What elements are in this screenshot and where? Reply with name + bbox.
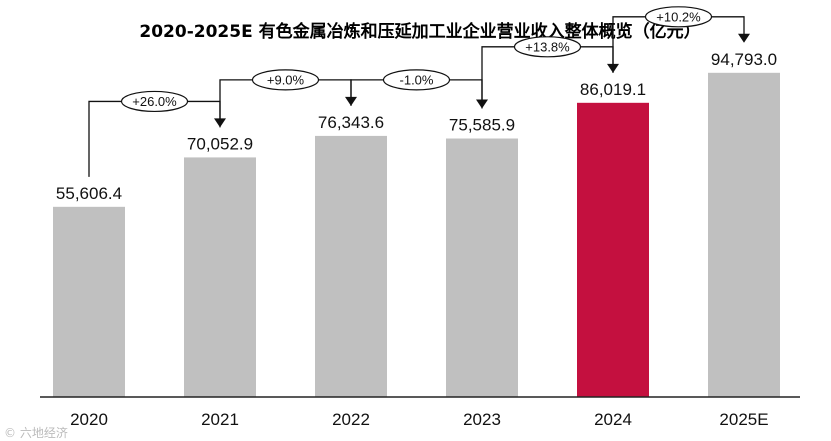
bar-2023 [446,138,518,397]
growth-label-4: +13.8% [525,39,570,54]
x-tick-2020: 2020 [70,410,108,429]
x-tick-2022: 2022 [332,410,370,429]
value-label-2023: 75,585.9 [449,115,515,134]
bar-2024 [577,102,649,398]
growth-badge-2 [251,69,320,91]
x-tick-2021: 2021 [201,410,239,429]
bar-2022 [315,135,387,397]
growth-label-3: -1.0% [400,72,434,87]
bar-2025e [708,72,780,398]
value-label-2021: 70,052.9 [187,134,253,153]
value-label-2022: 76,343.6 [318,113,384,132]
bar-2021 [184,157,256,397]
watermark-credit: © 六地经济 [4,425,68,440]
growth-badge-4 [513,36,582,58]
bar-2020 [53,206,125,397]
x-tick-2025e: 2025E [719,410,768,429]
growth-badge-3 [382,69,451,91]
growth-label-5: +10.2% [656,9,701,24]
x-tick-2024: 2024 [594,410,632,429]
value-label-2025e: 94,793.0 [711,50,777,69]
chart-title: 2020-2025E 有色金属冶炼和压延加工业企业营业收入整体概览（亿元） [139,21,700,42]
growth-badge-5 [644,6,713,28]
growth-badge-1 [120,90,189,113]
value-label-2024: 86,019.1 [580,80,646,99]
growth-label-2: +9.0% [267,72,305,87]
x-tick-2023: 2023 [463,410,501,429]
growth-arrowhead-5 [738,33,750,43]
growth-label-1: +26.0% [132,94,177,109]
value-label-2020: 55,606.4 [56,184,122,203]
